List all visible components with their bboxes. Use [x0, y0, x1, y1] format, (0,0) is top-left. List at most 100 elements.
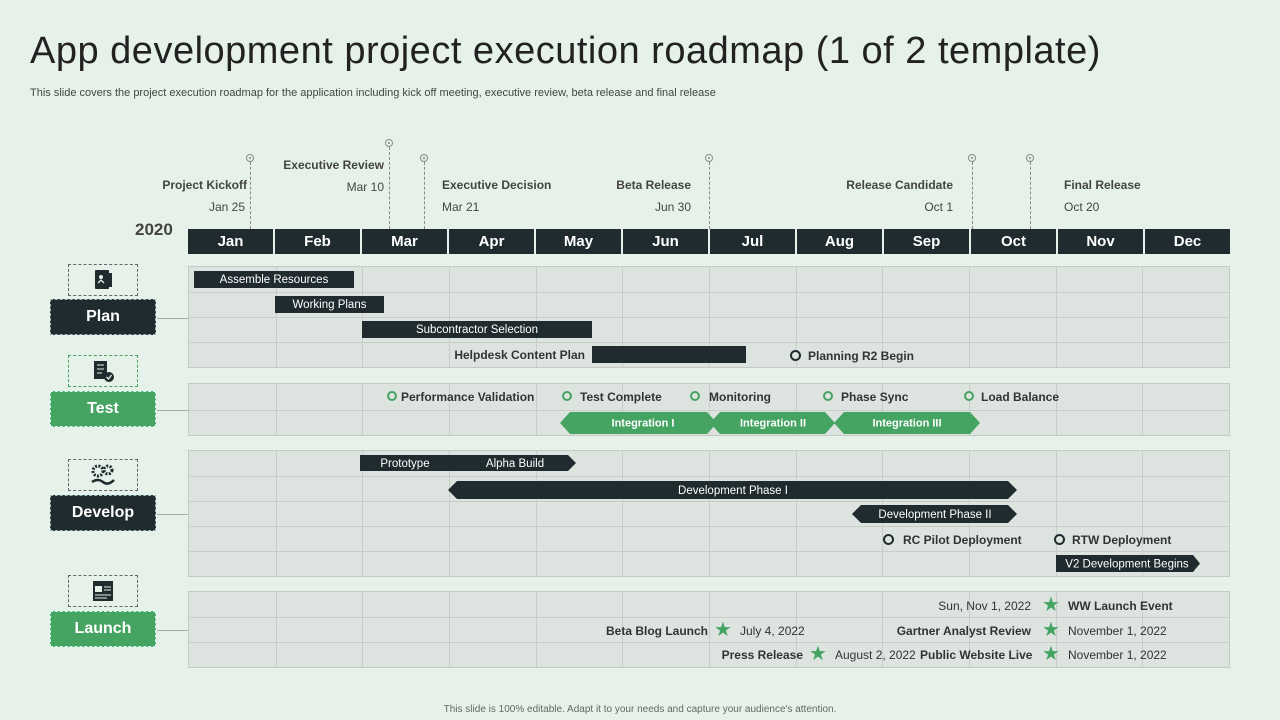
task-label: RTW Deployment: [1072, 533, 1172, 547]
milestone-line: [1030, 162, 1031, 229]
grid-column-line: [275, 451, 277, 576]
check-circle: [562, 391, 572, 401]
grid-column-line: [362, 451, 364, 576]
grid-row-line: [189, 526, 1229, 527]
task-label: Load Balance: [981, 390, 1060, 404]
task-bar: Assemble Resources: [194, 271, 354, 288]
milestone-label: Executive Review: [283, 158, 384, 172]
check-circle: [964, 391, 974, 401]
launch-icon-frame: [68, 575, 138, 607]
grid-column-line: [795, 592, 797, 667]
month-label: Jul: [710, 229, 797, 254]
month-label: Oct: [971, 229, 1058, 254]
milestone-date: Oct 1: [924, 200, 953, 214]
star-icon: ★: [809, 643, 827, 665]
milestone-marker: [968, 154, 976, 162]
task-label: Test Complete: [580, 390, 662, 404]
month-label: May: [536, 229, 623, 254]
plan-icon-frame: [68, 264, 138, 296]
grid-row-line: [189, 642, 1229, 643]
connector: [157, 514, 188, 515]
milestone-label: Final Release: [1064, 178, 1141, 192]
milestone-line: [424, 162, 425, 229]
event-date: July 4, 2022: [740, 624, 805, 638]
star-icon: ★: [1042, 643, 1060, 665]
month-label: Jun: [623, 229, 710, 254]
check-circle: [387, 391, 397, 401]
task-label: V2 Development Begins: [1065, 559, 1189, 571]
milestone-marker: [385, 139, 393, 147]
task-label: Phase Sync: [841, 390, 909, 404]
month-label: Nov: [1058, 229, 1145, 254]
footer-note: This slide is 100% editable. Adapt it to…: [443, 704, 837, 715]
grid-column-line: [1142, 451, 1144, 576]
event-date: November 1, 2022: [1068, 648, 1167, 662]
month-label: Jan: [188, 229, 275, 254]
grid-column-line: [709, 451, 710, 576]
milestone-date: Oct 20: [1064, 200, 1100, 214]
check-circle: [823, 391, 833, 401]
grid-row-line: [189, 617, 1229, 618]
grid-row-line: [189, 551, 1229, 552]
grid-column-line: [882, 592, 884, 667]
category-test: Test: [50, 391, 156, 427]
test-icon-frame: [68, 355, 138, 387]
task-label: Alpha Build: [486, 458, 544, 470]
milestone-label: Release Candidate: [846, 178, 953, 192]
task-bar: Subcontractor Selection: [362, 321, 592, 338]
grid-column-line: [1142, 592, 1144, 667]
event-label: Gartner Analyst Review: [896, 624, 1031, 638]
launch-grid: [188, 591, 1230, 668]
grid-column-line: [1055, 592, 1057, 667]
page-subtitle: This slide covers the project execution …: [30, 87, 716, 99]
star-icon: ★: [1042, 619, 1060, 641]
milestone-circle: [883, 534, 894, 545]
integration-arrow: [560, 412, 717, 434]
integration-label: Integration III: [872, 418, 941, 430]
milestone-date: Jan 25: [208, 200, 245, 214]
month-header: Jan Feb Mar Apr May Jun Jul Aug Sep Oct …: [188, 229, 1230, 254]
grid-column-line: [449, 451, 450, 576]
milestone-circle: [790, 350, 801, 361]
task-label: Prototype: [380, 458, 429, 470]
month-label: Feb: [275, 229, 362, 254]
task-label: Monitoring: [709, 390, 771, 404]
month-label: Aug: [797, 229, 884, 254]
check-circle: [690, 391, 700, 401]
month-label: Mar: [362, 229, 449, 254]
task-label: RC Pilot Deployment: [903, 533, 1022, 547]
checklist-icon: [94, 361, 114, 382]
document-icon: [95, 270, 112, 289]
task-label: Performance Validation: [401, 390, 535, 404]
milestone-marker: [246, 154, 254, 162]
milestone-label: Project Kickoff: [162, 178, 247, 192]
prototype-alpha-arrow: Prototype Alpha Build: [360, 455, 576, 471]
grid-column-line: [449, 592, 450, 667]
integration-arrow: [710, 412, 835, 434]
month-label: Dec: [1145, 229, 1230, 254]
event-label: Beta Blog Launch: [605, 624, 708, 638]
milestone-line: [972, 162, 973, 229]
grid-column-line: [622, 592, 624, 667]
milestone-marker: [705, 154, 713, 162]
develop-icon-frame: [68, 459, 138, 491]
milestone-line: [250, 162, 251, 229]
browser-layout-icon: [93, 581, 113, 601]
grid-column-line: [622, 451, 624, 576]
category-plan: Plan: [50, 299, 156, 335]
star-icon: ★: [1042, 594, 1060, 616]
milestone-line: [389, 147, 390, 229]
grid-column-line: [362, 592, 364, 667]
v2-arrow: V2 Development Begins: [1056, 555, 1200, 572]
grid-column-line: [795, 451, 797, 576]
gears-icon: [91, 464, 115, 485]
milestone-date: Jun 30: [654, 200, 691, 214]
grid-column-line: [709, 592, 710, 667]
event-date: August 2, 2022: [835, 648, 916, 662]
task-bar: Working Plans: [275, 296, 384, 313]
grid-column-line: [1055, 451, 1057, 576]
connector: [157, 318, 188, 319]
grid-row-line: [189, 342, 1229, 343]
milestone-circle: [1054, 534, 1065, 545]
connector: [157, 630, 188, 631]
